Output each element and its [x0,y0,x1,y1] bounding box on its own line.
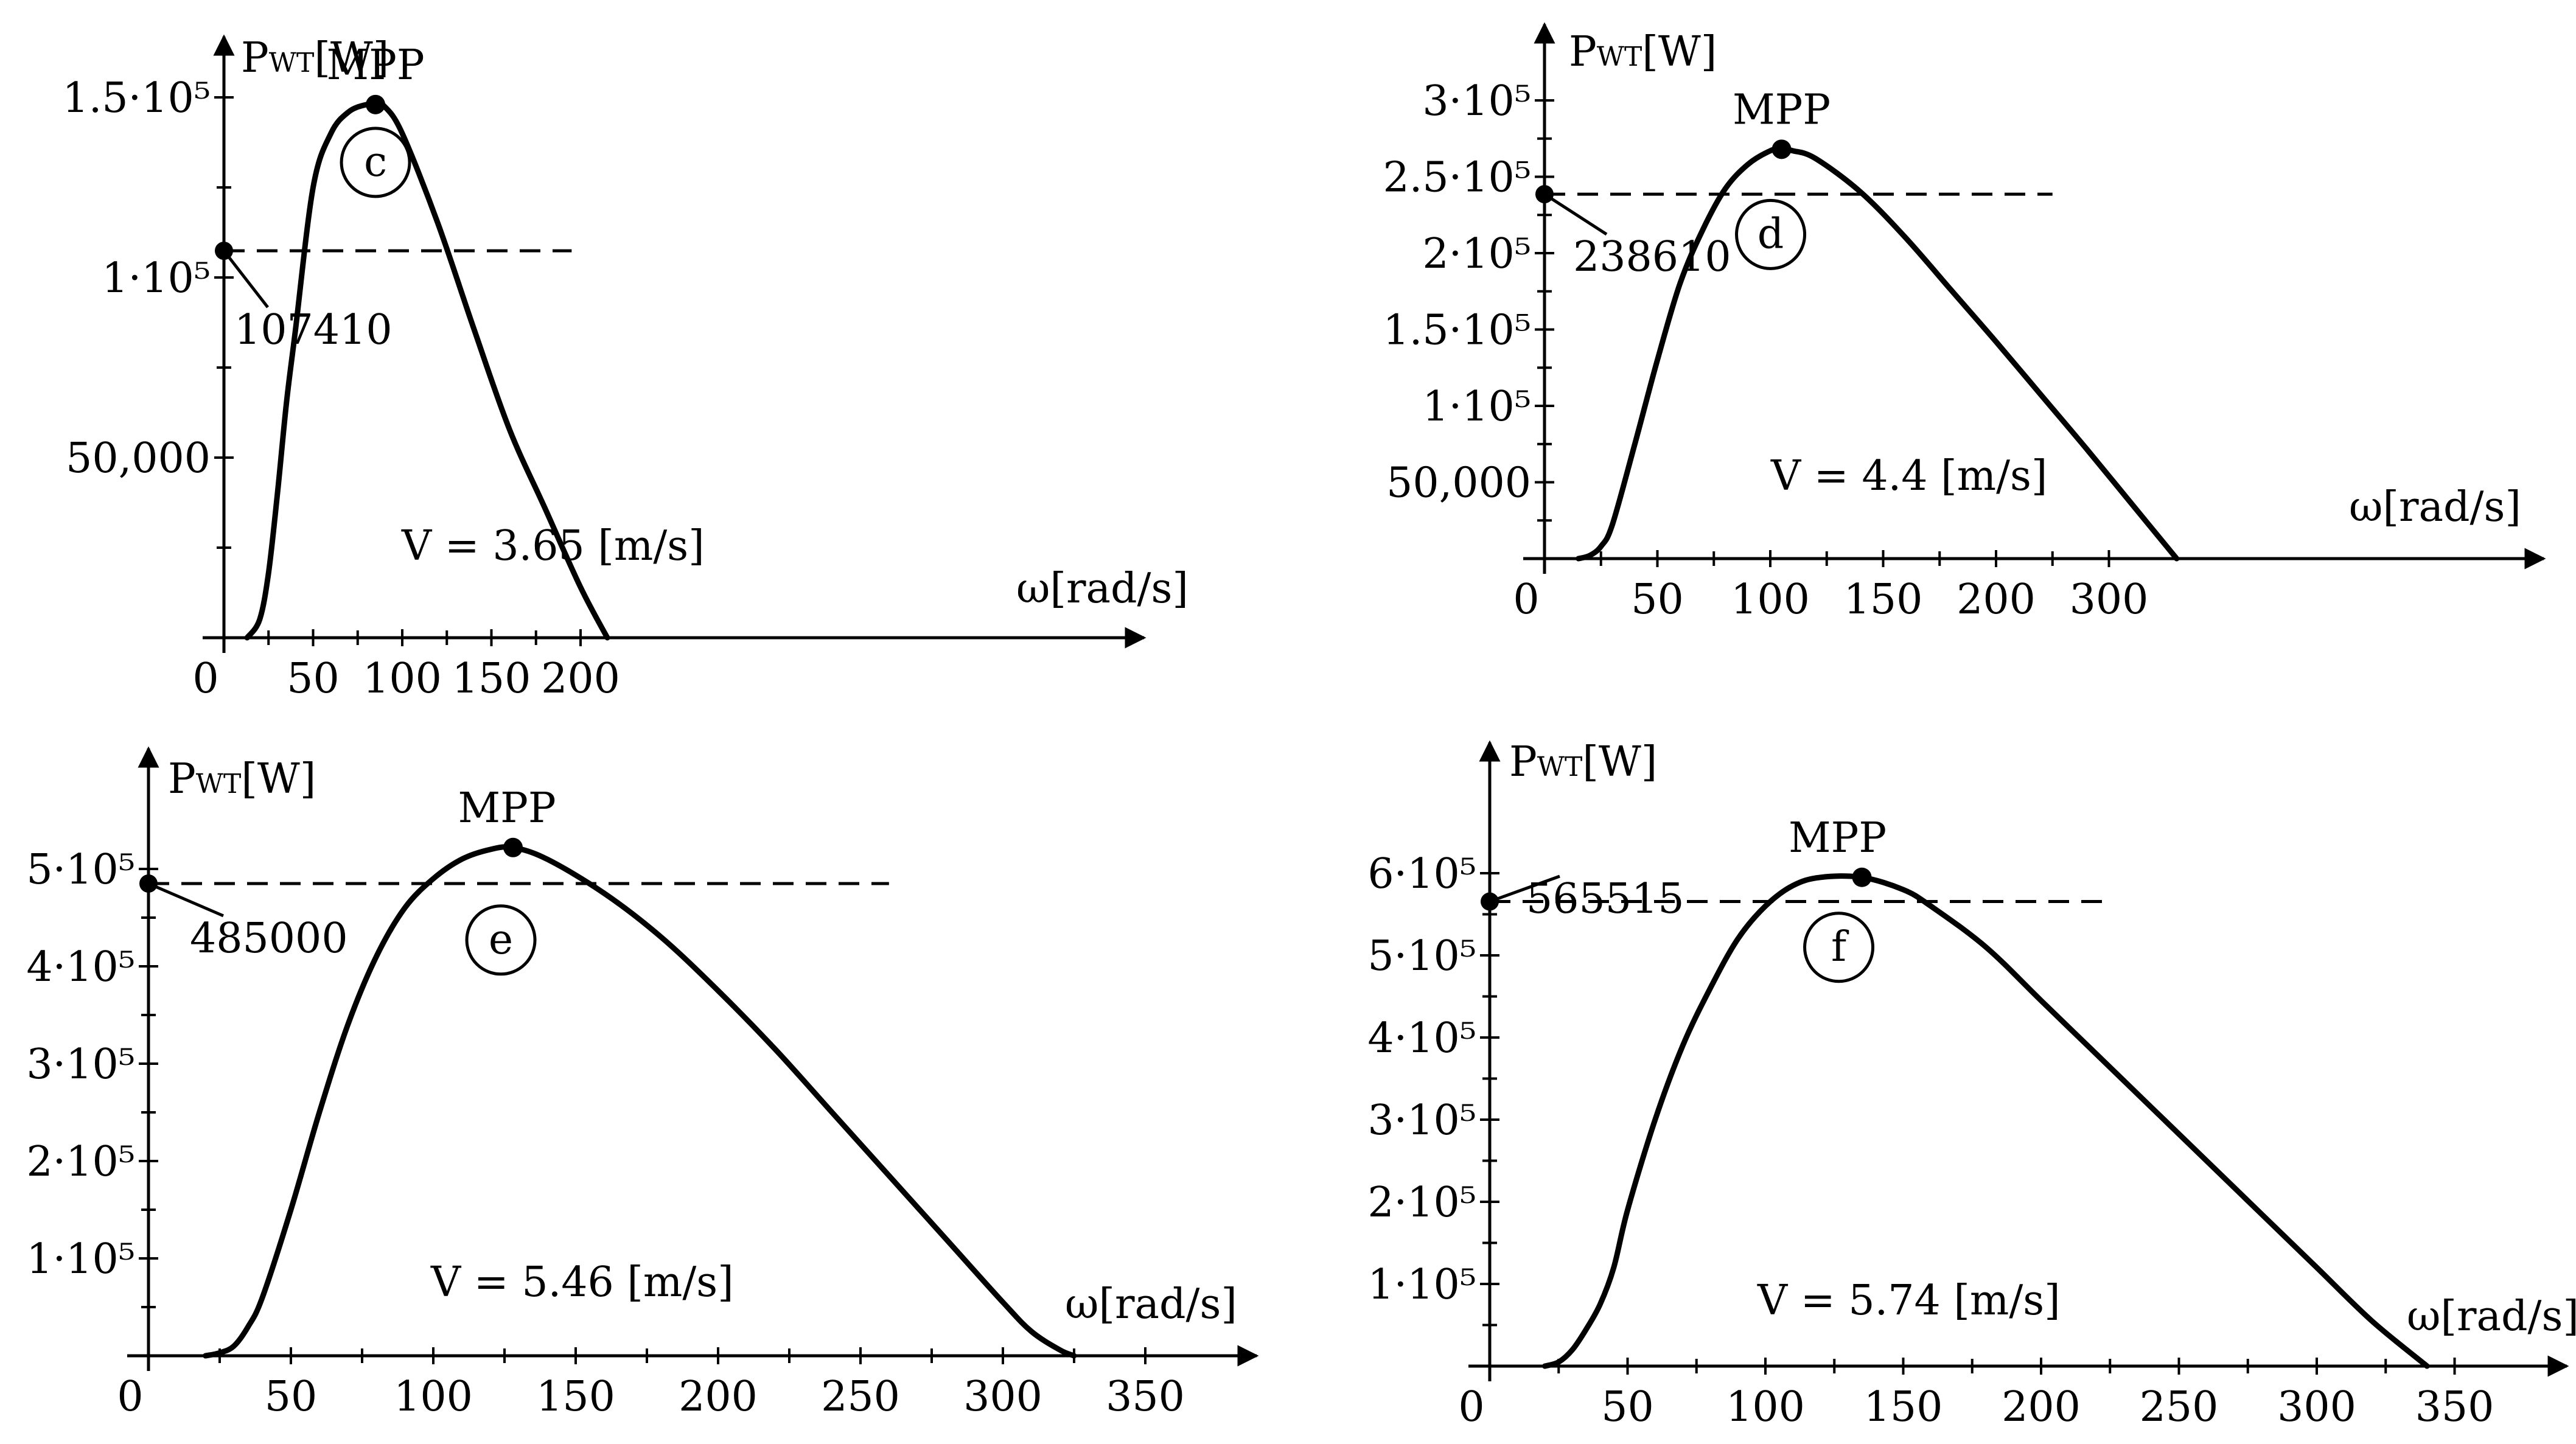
x-tick-label: 0 [117,1373,143,1421]
y-axis-label: PWT[W] [168,755,316,803]
y-tick-label: 50,000 [66,434,211,483]
x-tick-label: 350 [1106,1373,1185,1421]
y-axis-label: PWT[W] [241,34,389,82]
x-tick-label: 50 [287,655,340,703]
x-tick-label: 300 [963,1373,1042,1421]
wind-speed-label: V = 3.65 [m/s] [401,522,705,570]
y-tick-label: 3·10⁵ [26,1041,135,1089]
y-tick-label: 2·10⁵ [1422,230,1531,278]
x-tick-label: 100 [363,655,442,703]
mpp-point [503,837,523,857]
y-tick-label: 1.5·10⁵ [62,74,211,122]
chart-f: 0 50 100 150 200 250 300 350 1·10⁵ 2·10⁵ 3·10⁵ 4·10… [1367,738,2576,1431]
wind-speed-label: V = 5.46 [m/s] [430,1258,734,1306]
panel-letter-circle [340,127,411,198]
x-axis-label: ω[rad/s] [2407,1292,2576,1341]
x-tick-label: 250 [2140,1383,2219,1431]
x-tick-label: 150 [452,655,531,703]
x-tick-label: 50 [1631,576,1684,624]
y-tick-label: 6·10⁵ [1367,850,1476,898]
wind-speed-label: V = 4.4 [m/s] [1770,452,2047,500]
wind-speed-label: V = 5.74 [m/s] [1757,1277,2061,1325]
mpp-label: MPP [1733,86,1831,134]
x-tick-label: 150 [1864,1383,1943,1431]
y-tick-label: 5·10⁵ [26,846,135,894]
y-tick-label: 1.5·10⁵ [1383,307,1531,355]
x-tick-label: 100 [1726,1383,1805,1431]
x-tick-label: 250 [821,1373,900,1421]
y-tick-label: 4·10⁵ [26,943,135,991]
panel-letter: e [489,916,513,964]
panel-letter: d [1757,210,1784,258]
x-tick-label: 50 [265,1373,318,1421]
chart-e: 0 50 100 150 200 250 300 350 1·10⁵ 2·10⁵ 3·10⁵ 4·10… [26,746,1259,1421]
panel-letter-circle [465,904,537,976]
y-tick-label: 2·10⁵ [1367,1179,1476,1227]
chart-d: 0 50 100 150 200 300 50,000 1·10⁵ 1.5·10⁵ 2·10⁵ 2.… [1383,22,2546,624]
y-tick-label: 5·10⁵ [1367,932,1476,980]
y-tick-label: 3·10⁵ [1367,1097,1476,1145]
y-tick-label: 4·10⁵ [1367,1014,1476,1062]
x-tick-label: 150 [536,1373,615,1421]
x-tick-label: 0 [192,655,218,703]
reference-value-label: 565515 [1526,875,1684,923]
reference-value-label: 238610 [1573,233,1731,281]
reference-leader-line [1489,874,1560,903]
x-tick-label: 200 [2002,1383,2081,1431]
panel-letter-circle [1735,198,1807,270]
y-tick-label: 2·10⁵ [26,1138,135,1186]
panel-letter: c [364,138,387,186]
mpp-label: MPP [326,41,424,89]
x-tick-label: 300 [2070,576,2149,624]
y-tick-label: 3·10⁵ [1422,77,1531,125]
y-tick-label: 50,000 [1386,459,1531,507]
y-axis-label: PWT[W] [1569,28,1717,76]
mpp-label: MPP [458,784,556,832]
y-tick-label: 1·10⁵ [1422,383,1531,431]
y-tick-label: 1·10⁵ [1367,1261,1476,1309]
y-tick-label: 1·10⁵ [102,254,211,302]
x-tick-label: 0 [1458,1383,1484,1431]
mpp-point [1852,867,1872,887]
x-tick-label: 50 [1601,1383,1654,1431]
chart-c: 0 50 100 150 200 50,000 1·10⁵ 1.5·10⁵ PWT[W] ω[ra… [62,34,1188,703]
x-tick-label: 200 [541,655,620,703]
y-tick-label: 2.5·10⁵ [1383,154,1531,202]
x-tick-label: 150 [1844,576,1923,624]
panel-letter: f [1831,923,1849,971]
y-axis-label: PWT[W] [1509,738,1657,786]
x-axis-label: ω[rad/s] [1065,1280,1237,1328]
y-tick-label: 1·10⁵ [26,1235,135,1283]
x-axis-label: ω[rad/s] [1016,565,1189,613]
x-tick-label: 350 [2415,1383,2494,1431]
mpp-point [1771,139,1792,159]
reference-value-label: 107410 [234,306,393,354]
x-tick-label: 200 [679,1373,758,1421]
reference-leader-line [1543,192,1608,236]
x-axis-label: ω[rad/s] [2349,483,2521,531]
x-tick-label: 100 [394,1373,473,1421]
x-tick-label: 100 [1731,576,1810,624]
panel-letter-circle [1803,912,1875,983]
power-curve-series [1542,873,2430,1369]
reference-value-label: 485000 [190,915,348,963]
mpp-label: MPP [1789,814,1887,862]
x-tick-label: 200 [1956,576,2036,624]
reference-leader-line [223,249,269,309]
mpp-point [366,94,386,114]
x-tick-label: 300 [2277,1383,2356,1431]
reference-leader-line [148,882,224,918]
x-tick-label: 0 [1513,576,1539,624]
